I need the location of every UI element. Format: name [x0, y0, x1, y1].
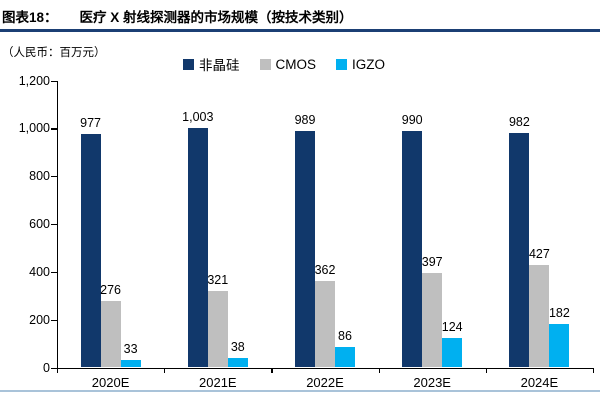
bar-amorphous-silicon-2020E	[80, 133, 101, 368]
bar-cmos-2023E	[422, 272, 443, 368]
bar-value-cmos-2022E: 362	[314, 262, 336, 277]
bar-value-cmos-2024E: 427	[528, 247, 550, 262]
bar-value-cmos-2023E: 397	[421, 254, 443, 269]
x-axis-category-2024E: 2024E	[520, 374, 559, 390]
bar-value-amorphous-silicon-2021E: 1,003	[182, 109, 214, 124]
bar-value-cmos-2021E: 321	[207, 272, 229, 287]
bar-amorphous-silicon-2021E	[187, 127, 208, 368]
x-axis-tick	[57, 367, 59, 373]
bar-igzo-2024E	[549, 323, 570, 368]
x-axis-tick	[593, 367, 595, 373]
x-axis-category-2022E: 2022E	[306, 374, 344, 390]
bar-igzo-2021E	[227, 358, 248, 368]
y-axis-tick	[51, 367, 57, 369]
x-axis-tick	[378, 367, 380, 373]
bar-value-amorphous-silicon-2024E: 982	[508, 114, 530, 129]
bar-amorphous-silicon-2022E	[295, 130, 315, 368]
axis-unit-label: （人民币：百万元）	[2, 47, 106, 59]
legend-swatch-igzo	[336, 58, 347, 70]
y-axis-tick-label: 1,000	[18, 121, 50, 136]
legend-label-cmos: CMOS	[275, 56, 317, 72]
bar-value-cmos-2020E: 276	[100, 283, 122, 298]
bar-cmos-2024E	[529, 265, 550, 368]
x-axis-tick	[271, 367, 273, 373]
legend-swatch-cmos	[259, 58, 271, 70]
y-axis-tick-label: 0	[43, 360, 50, 375]
legend-item-amorphous-silicon: 非晶硅	[183, 54, 240, 74]
x-axis-category-2023E: 2023E	[413, 374, 451, 390]
bar-igzo-2020E	[120, 359, 141, 368]
bar-value-igzo-2024E: 182	[548, 305, 570, 320]
figure-number: 图表18：	[2, 10, 58, 25]
title-divider	[0, 29, 600, 32]
bar-igzo-2022E	[335, 346, 355, 368]
x-axis-tick	[485, 367, 487, 373]
bar-cmos-2020E	[100, 301, 121, 368]
y-axis-tick	[51, 128, 57, 130]
legend-item-igzo: IGZO	[336, 57, 385, 72]
bar-amorphous-silicon-2024E	[509, 132, 530, 368]
bar-value-igzo-2020E: 33	[123, 341, 138, 356]
y-axis-tick	[51, 319, 57, 321]
y-axis-tick-label: 400	[29, 264, 50, 279]
bar-value-igzo-2022E: 86	[338, 328, 352, 343]
bar-igzo-2023E	[442, 337, 463, 368]
x-axis-category-2020E: 2020E	[91, 374, 130, 390]
x-axis-line	[57, 367, 594, 369]
y-axis-tick	[51, 80, 57, 82]
y-axis-tick-label: 600	[29, 217, 50, 231]
bar-amorphous-silicon-2023E	[402, 130, 423, 368]
bar-value-igzo-2023E: 124	[441, 319, 463, 334]
legend-swatch-amorphous-silicon	[183, 58, 194, 70]
y-axis-tick-label: 800	[29, 169, 50, 184]
bar-cmos-2021E	[207, 290, 228, 368]
x-axis-tick	[164, 367, 166, 373]
bar-value-igzo-2021E: 38	[230, 340, 245, 355]
bar-value-amorphous-silicon-2023E: 990	[401, 112, 423, 127]
y-axis-tick	[51, 224, 57, 226]
y-axis-tick-label: 200	[29, 312, 50, 327]
bar-value-amorphous-silicon-2022E: 989	[294, 112, 316, 127]
y-axis-tick	[51, 176, 57, 178]
bottom-divider	[0, 390, 600, 392]
figure-title: 图表18： 医疗 X 射线探测器的市场规模（按技术类别）	[2, 6, 353, 26]
y-axis-tick	[51, 271, 57, 274]
chart-legend: 非晶硅 CMOS IGZO	[183, 54, 385, 74]
legend-item-cmos: CMOS	[259, 56, 317, 72]
bar-cmos-2022E	[315, 280, 335, 368]
bar-value-amorphous-silicon-2020E: 977	[80, 115, 102, 130]
legend-label-amorphous-silicon: 非晶硅	[199, 58, 240, 73]
y-axis-tick-label: 1,200	[18, 73, 50, 88]
y-axis-line	[57, 80, 58, 368]
x-axis-category-2021E: 2021E	[199, 374, 237, 390]
legend-label-igzo: IGZO	[352, 56, 385, 72]
page-title: 医疗 X 射线探测器的市场规模（按技术类别）	[79, 10, 353, 25]
